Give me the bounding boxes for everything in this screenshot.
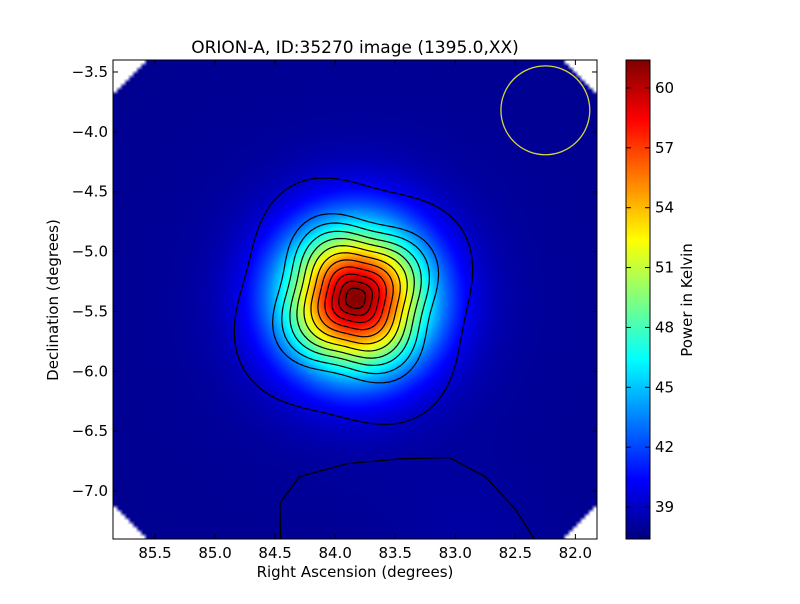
contour-line — [331, 273, 380, 324]
x-axis-label: Right Ascension (degrees) — [257, 563, 454, 581]
x-tick-label: 85.5 — [138, 544, 171, 562]
y-tick-label: −4.5 — [72, 183, 108, 201]
contour-line — [233, 177, 474, 426]
heatmap-image — [113, 60, 597, 539]
colorbar-tick-label: 57 — [655, 139, 674, 157]
contour-line — [281, 222, 431, 375]
colorbar — [625, 59, 651, 540]
y-tick-label: −5.0 — [72, 243, 108, 261]
x-tick-label: 85.0 — [198, 544, 231, 562]
y-tick-label: −5.5 — [72, 302, 108, 320]
contour-line — [310, 252, 401, 345]
contour-line — [271, 213, 440, 384]
y-tick-label: −4.0 — [72, 123, 108, 141]
contour-line — [296, 237, 415, 359]
x-axis: 85.5 85.0 84.5 84.0 83.5 83.0 82.5 82.0 — [138, 60, 592, 562]
x-tick-label: 82.5 — [499, 544, 532, 562]
contour-line — [324, 266, 387, 331]
beam-circle — [500, 65, 591, 156]
contour-line — [303, 244, 408, 352]
contour-line — [317, 259, 394, 338]
x-tick-label: 84.5 — [258, 544, 291, 562]
colorbar-tick-label: 60 — [655, 79, 674, 97]
colorbar-tick-label: 45 — [655, 378, 674, 396]
plot-area — [113, 60, 597, 539]
chart-title: ORION-A, ID:35270 image (1395.0,XX) — [191, 38, 519, 58]
colorbar-tick-label: 42 — [655, 438, 674, 456]
colorbar-tick-label: 54 — [655, 199, 674, 217]
colorbar-ticks: 39 42 45 48 51 54 57 60 — [626, 79, 674, 516]
colorbar-label: Power in Kelvin — [678, 243, 696, 357]
y-tick-label: −6.0 — [72, 362, 108, 380]
x-tick-label: 83.0 — [439, 544, 472, 562]
contour-line — [279, 456, 535, 539]
contour-line — [345, 287, 367, 309]
contour-line — [289, 230, 422, 366]
y-tick-label: −3.5 — [72, 63, 108, 81]
y-tick-label: −6.5 — [72, 422, 108, 440]
x-tick-label: 84.0 — [318, 544, 351, 562]
colorbar-tick-label: 39 — [655, 498, 674, 516]
y-axis: −3.5 −4.0 −4.5 −5.0 −5.5 −6.0 −6.5 −7.0 — [72, 63, 597, 500]
colorbar-tick-label: 51 — [655, 259, 674, 277]
x-tick-label: 83.5 — [379, 544, 412, 562]
y-axis-label: Declination (degrees) — [44, 219, 62, 381]
x-tick-label: 82.0 — [559, 544, 592, 562]
colorbar-tick-label: 48 — [655, 318, 674, 336]
y-tick-label: −7.0 — [72, 482, 108, 500]
contour-line — [338, 280, 373, 316]
plot-frame — [112, 59, 598, 540]
